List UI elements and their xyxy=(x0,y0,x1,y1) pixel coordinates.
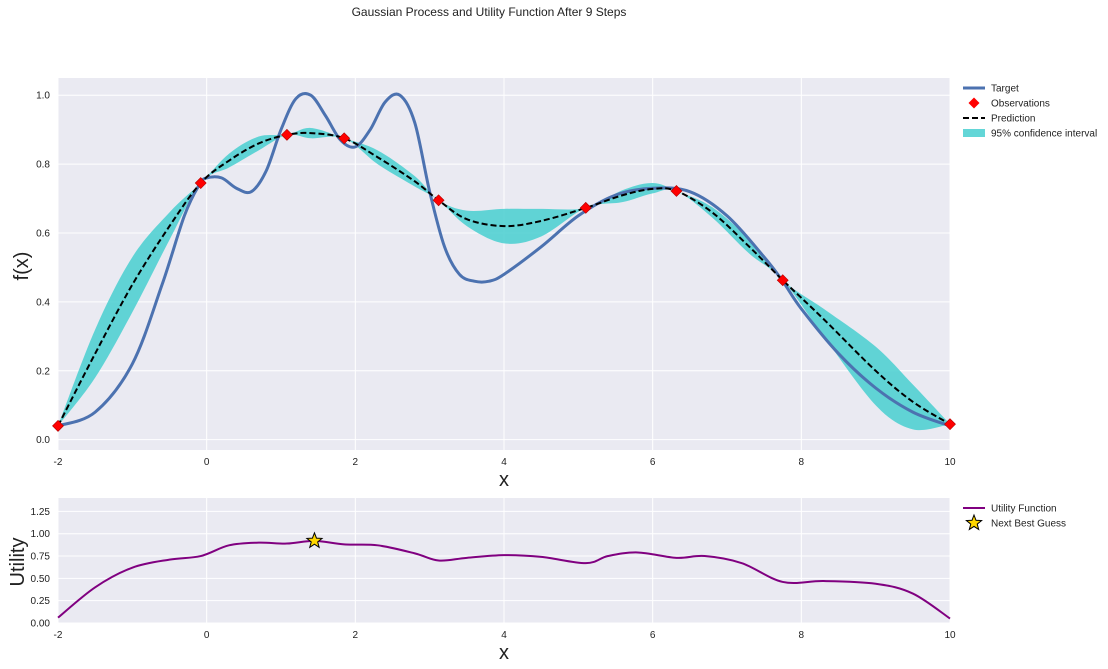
legend-observations-swatch xyxy=(968,97,980,109)
utility-ticks: -2 0 2 4 6 8 10 0.00 0.25 0.50 0.75 1.00 1.25 xyxy=(31,507,956,641)
gp-x-tick-label: 10 xyxy=(944,457,956,468)
observation-point xyxy=(579,201,592,214)
utility-x-tick-label: 4 xyxy=(501,630,507,641)
utility-y-tick-label: 0.75 xyxy=(31,552,51,563)
utility-y-tick-label: 1.25 xyxy=(31,507,51,518)
utility-y-axis-label: Utility xyxy=(7,538,29,587)
legend-label: Observations xyxy=(991,99,1050,110)
gp-y-tick-label: 0.4 xyxy=(36,297,50,308)
gp-y-tick-label: 0.0 xyxy=(36,435,50,446)
utility-x-tick-label: 0 xyxy=(204,630,210,641)
observation-point xyxy=(776,274,789,287)
gp-y-tick-label: 1.0 xyxy=(36,91,50,102)
legend-label: Prediction xyxy=(991,114,1035,125)
utility-x-tick-label: 8 xyxy=(799,630,805,641)
utility-x-tick-label: 10 xyxy=(944,630,956,641)
observation-point xyxy=(670,185,683,197)
figure-suptitle: Gaussian Process and Utility Function Af… xyxy=(352,5,627,19)
utility-x-tick-label: 2 xyxy=(353,630,359,641)
gp-x-axis-label: x xyxy=(499,469,509,491)
gp-x-tick-label: 4 xyxy=(501,457,507,468)
gp-series xyxy=(52,92,956,432)
next-best-guess-marker xyxy=(305,531,324,549)
utility-line xyxy=(57,539,951,620)
legend-label: 95% confidence interval xyxy=(991,129,1097,140)
gp-y-tick-label: 0.8 xyxy=(36,160,50,171)
utility-legend: Utility Function Next Best Guess xyxy=(963,504,1066,531)
utility-series xyxy=(57,531,951,620)
utility-x-axis-label: x xyxy=(499,642,509,664)
utility-chart: -2 0 2 4 6 8 10 0.00 0.25 0.50 0.75 1.00 1.25 x Util… xyxy=(7,498,1066,664)
observation-point xyxy=(432,194,445,207)
gp-ticks: -2 0 2 4 6 8 10 0.0 0.2 0.4 0.6 0.8 1.0 xyxy=(36,91,956,468)
legend-next-best-swatch xyxy=(965,513,983,531)
gp-x-tick-label: 2 xyxy=(353,457,359,468)
gp-x-tick-label: 8 xyxy=(799,457,805,468)
legend-label: Target xyxy=(991,84,1019,95)
legend-label: Next Best Guess xyxy=(991,519,1066,530)
utility-y-tick-label: 0.00 xyxy=(31,619,51,630)
observation-point xyxy=(52,419,64,432)
target-line xyxy=(57,92,951,428)
observation-point xyxy=(338,132,351,145)
gp-y-tick-label: 0.2 xyxy=(36,366,50,377)
utility-y-tick-label: 0.50 xyxy=(31,574,51,585)
observation-point xyxy=(194,177,207,189)
observation-point xyxy=(281,128,293,141)
utility-y-tick-label: 1.00 xyxy=(31,529,51,540)
gp-y-axis-label: f(x) xyxy=(11,252,33,281)
gp-x-tick-label: 0 xyxy=(204,457,210,468)
legend-label: Utility Function xyxy=(991,504,1057,515)
gp-x-tick-label: 6 xyxy=(650,457,656,468)
gp-chart: -2 0 2 4 6 8 10 0.0 0.2 0.4 0.6 0.8 1.0 x f(x) Targe… xyxy=(11,78,1097,491)
utility-x-tick-label: -2 xyxy=(54,630,63,641)
utility-x-tick-label: 6 xyxy=(650,630,656,641)
gp-x-tick-label: -2 xyxy=(54,457,63,468)
gp-legend: Target Observations Prediction 95% confiden… xyxy=(963,84,1097,140)
gp-y-tick-label: 0.6 xyxy=(36,229,50,240)
legend-confidence-swatch xyxy=(963,129,985,137)
utility-y-tick-label: 0.25 xyxy=(31,596,51,607)
observation-point xyxy=(944,418,956,431)
